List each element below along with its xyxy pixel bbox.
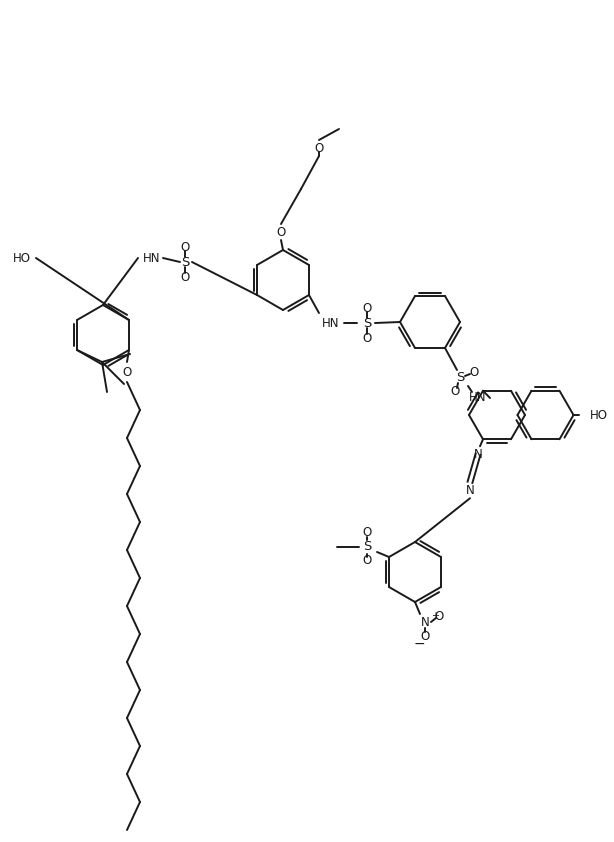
- Text: O: O: [122, 365, 131, 379]
- Text: O: O: [362, 555, 371, 568]
- Text: S: S: [363, 541, 371, 553]
- Text: S: S: [363, 317, 371, 329]
- Text: HN: HN: [143, 252, 161, 264]
- Text: HN: HN: [469, 392, 487, 404]
- Text: O: O: [362, 526, 371, 540]
- Text: O: O: [314, 141, 324, 154]
- Text: O: O: [362, 301, 371, 315]
- Text: O: O: [276, 226, 286, 238]
- Text: O: O: [469, 366, 479, 380]
- Text: +: +: [431, 611, 439, 621]
- Text: N: N: [465, 484, 475, 497]
- Text: N: N: [421, 616, 429, 628]
- Text: O: O: [451, 386, 460, 398]
- Text: O: O: [421, 630, 430, 642]
- Text: O: O: [181, 270, 190, 284]
- Text: HN: HN: [322, 317, 340, 329]
- Text: O: O: [362, 332, 371, 344]
- Text: S: S: [181, 255, 189, 269]
- Text: N: N: [473, 448, 483, 461]
- Text: O: O: [434, 610, 444, 622]
- Text: O: O: [181, 241, 190, 253]
- Text: HO: HO: [13, 252, 31, 264]
- Text: −: −: [413, 637, 425, 651]
- Text: HO: HO: [589, 408, 607, 422]
- Text: S: S: [456, 371, 464, 385]
